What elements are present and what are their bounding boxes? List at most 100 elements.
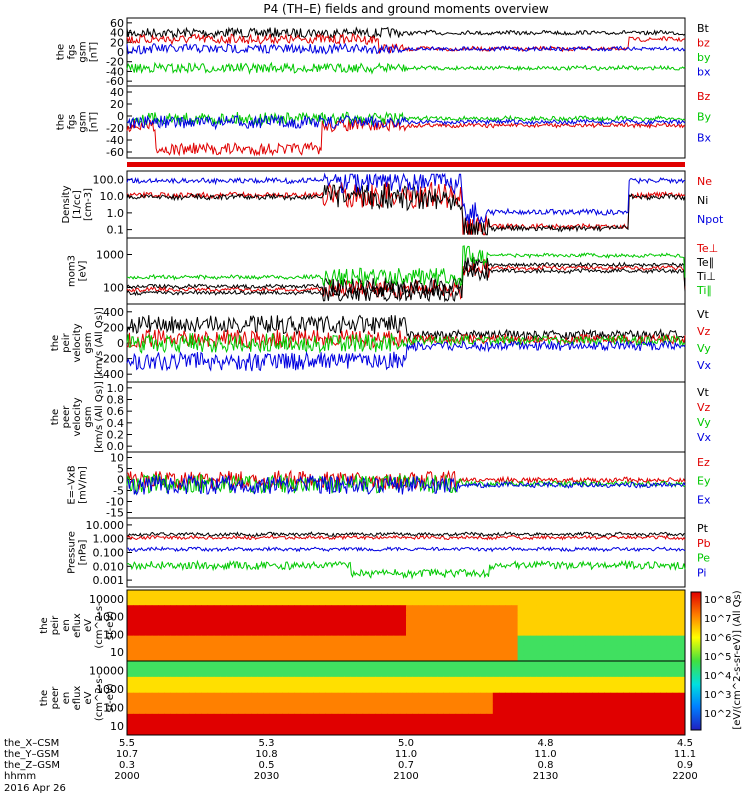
y-axis-label-line: (cm^2-s-	[94, 602, 105, 649]
heatmap-cell	[164, 687, 171, 694]
heatmap-cell	[207, 645, 215, 652]
heatmap-cell	[554, 610, 562, 616]
heatmap-cell	[523, 676, 531, 683]
heatmap-cell	[536, 719, 543, 725]
legend-bz: bz	[697, 37, 710, 50]
heatmap-cell	[486, 666, 494, 673]
heatmap-cell	[554, 615, 562, 621]
heatmap-cell	[325, 666, 333, 673]
heatmap-cell	[232, 625, 240, 632]
heatmap-cell	[412, 640, 419, 647]
heatmap-cell	[288, 630, 295, 637]
heatmap-cell	[238, 620, 246, 626]
heatmap-cell	[449, 615, 457, 621]
heatmap-cell	[275, 724, 283, 731]
heatmap-cell	[654, 610, 661, 616]
legend-Ne: Ne	[697, 175, 712, 188]
heatmap-cell	[554, 698, 562, 704]
heatmap-cell	[635, 698, 643, 704]
heatmap-cell	[455, 605, 463, 611]
heatmap-cell	[573, 713, 581, 720]
heatmap-cell	[412, 729, 419, 736]
y-tick-label: 40	[110, 27, 124, 40]
heatmap-cell	[592, 719, 599, 725]
heatmap-cell	[406, 605, 413, 611]
heatmap-cell	[567, 729, 574, 736]
heatmap-cell	[195, 713, 202, 720]
heatmap-cell	[511, 682, 519, 688]
heatmap-cell	[362, 692, 370, 699]
heatmap-cell	[598, 682, 605, 688]
heatmap-cell	[579, 687, 587, 694]
heatmap-cell	[325, 645, 333, 652]
heatmap-cell	[344, 605, 351, 611]
heatmap-cell	[133, 698, 140, 704]
heatmap-cell	[331, 676, 339, 683]
heatmap-cell	[319, 676, 326, 683]
heatmap-cell	[592, 708, 599, 715]
heatmap-cell	[585, 640, 593, 647]
heatmap-cell	[158, 713, 165, 720]
heatmap-cell	[598, 620, 605, 626]
heatmap-cell	[449, 719, 457, 725]
heatmap-cell	[195, 635, 202, 642]
heatmap-cell	[530, 708, 537, 715]
heatmap-cell	[220, 645, 227, 652]
heatmap-cell	[443, 661, 450, 667]
heatmap-cell	[635, 692, 643, 699]
heatmap-cell	[282, 655, 289, 662]
heatmap-cell	[368, 729, 376, 736]
heatmap-cell	[406, 640, 413, 647]
heatmap-cell	[635, 595, 643, 601]
heatmap-cell	[164, 645, 171, 652]
heatmap-cell	[176, 698, 184, 704]
heatmap-cell	[542, 645, 550, 652]
heatmap-cell	[300, 703, 308, 710]
heatmap-cell	[331, 708, 339, 715]
heatmap-cell	[523, 590, 531, 596]
heatmap-cell	[344, 661, 351, 667]
heatmap-cell	[294, 713, 302, 720]
heatmap-cell	[158, 682, 165, 688]
heatmap-cell	[672, 605, 680, 611]
heatmap-cell	[629, 687, 636, 694]
heatmap-cell	[455, 692, 463, 699]
heatmap-cell	[282, 640, 289, 647]
heatmap-cell	[455, 724, 463, 731]
heatmap-cell	[282, 595, 289, 601]
heatmap-cell	[189, 625, 196, 632]
heatmap-cell	[418, 635, 426, 642]
y-tick-label: 400	[103, 306, 124, 319]
heatmap-cell	[313, 666, 320, 673]
heatmap-cell	[455, 682, 463, 688]
heatmap-cell	[127, 687, 134, 694]
heatmap-cell	[294, 724, 302, 731]
heatmap-cell	[170, 615, 178, 621]
heatmap-cell	[350, 655, 357, 662]
heatmap-cell	[232, 692, 240, 699]
y-axis-label-line: E=–VxB	[67, 465, 78, 504]
heatmap-cell	[610, 645, 618, 652]
heatmap-cell	[158, 655, 165, 662]
heatmap-cell	[232, 713, 240, 720]
heatmap-cell	[368, 682, 376, 688]
heatmap-cell	[437, 671, 444, 678]
heatmap-cell	[449, 661, 457, 667]
heatmap-cell	[468, 610, 475, 616]
y-tick-label: 1000	[96, 683, 124, 696]
heatmap-cell	[282, 615, 289, 621]
heatmap-cell	[468, 719, 475, 725]
heatmap-cell	[530, 645, 537, 652]
heatmap-cell	[238, 692, 246, 699]
heatmap-cell	[623, 595, 630, 601]
heatmap-cell	[598, 650, 605, 657]
heatmap-cell	[127, 595, 134, 601]
heatmap-cell	[486, 595, 494, 601]
heatmap-cell	[226, 724, 233, 731]
heatmap-cell	[226, 590, 233, 596]
heatmap-cell	[176, 671, 184, 678]
heatmap-cell	[499, 630, 506, 637]
heatmap-cell	[263, 615, 271, 621]
heatmap-cell	[505, 645, 512, 652]
